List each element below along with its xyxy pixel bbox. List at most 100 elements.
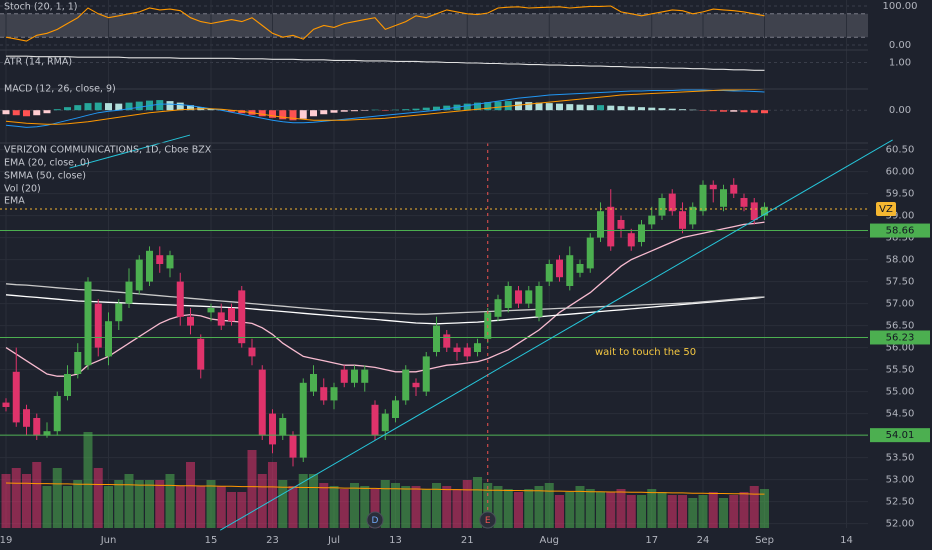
candle-body: [556, 259, 563, 278]
histogram-bar: [299, 110, 307, 119]
volume-bar: [339, 489, 349, 528]
candle-body: [84, 281, 92, 366]
histogram-bar: [135, 101, 143, 111]
y-tick-label: 60.50: [886, 145, 915, 156]
x-tick-label: 21: [461, 535, 474, 546]
y-tick-label: 60.00: [886, 167, 915, 178]
volume-bar: [606, 492, 616, 528]
histogram-bar: [586, 105, 594, 111]
histogram-bar: [228, 110, 235, 112]
candle-body: [494, 299, 502, 317]
event-label: E: [485, 516, 491, 526]
candle-body: [156, 255, 164, 264]
volume-bar: [534, 486, 544, 528]
price-label: 58.66: [886, 226, 915, 237]
candle-body: [135, 259, 143, 291]
x-tick-label: 14: [840, 535, 853, 546]
volume-bar: [52, 468, 62, 528]
volume-bar: [637, 495, 646, 528]
candle-body: [2, 402, 10, 407]
histogram-bar: [597, 105, 604, 111]
x-tick-label: 13: [389, 535, 402, 546]
volume-bar: [309, 474, 318, 528]
price-label-box: [870, 428, 930, 443]
macd-line: [5, 89, 765, 128]
candle-body: [720, 189, 727, 207]
histogram-bar: [64, 107, 71, 111]
macd-line: [5, 88, 765, 125]
histogram-bar: [474, 102, 481, 111]
histogram-bar: [689, 109, 697, 111]
grid: [0, 0, 868, 528]
histogram-bar: [392, 109, 399, 111]
candle-body: [12, 371, 20, 423]
histogram-bar: [74, 105, 82, 111]
volume-bar: [350, 483, 359, 528]
stoch-title: Stoch (20, 1, 1): [4, 2, 78, 13]
x-tick-label: 15: [205, 535, 218, 546]
x-tick-label: 19: [0, 535, 12, 546]
histogram-bar: [494, 101, 502, 111]
volume-ma-line: [5, 482, 765, 495]
histogram-bar: [115, 103, 123, 111]
histogram-bar: [668, 108, 676, 111]
candle-body: [187, 316, 194, 326]
y-tick-label: 52.00: [886, 519, 915, 530]
volume-bar: [596, 492, 605, 528]
volume-bar: [42, 486, 52, 528]
legend-entry: EMA: [4, 196, 25, 207]
y-tick-label: 59.00: [886, 211, 915, 222]
candle-body: [648, 215, 656, 225]
candle-body: [125, 281, 133, 304]
volume-bar: [175, 486, 185, 528]
histogram-bar: [545, 103, 553, 111]
candle-body: [228, 308, 235, 322]
volume-bar: [729, 495, 739, 528]
volume-bar: [63, 486, 72, 528]
histogram-bar: [504, 101, 512, 111]
histogram-bar: [105, 103, 112, 111]
candle-body: [53, 396, 61, 432]
volume-bar: [257, 474, 267, 528]
candle-body: [207, 308, 215, 313]
histogram-bar: [269, 110, 276, 118]
histogram-bar: [166, 101, 174, 111]
volume-bar: [698, 495, 708, 528]
candle-body: [310, 374, 317, 392]
volume-bar: [22, 474, 31, 528]
volume-bar: [319, 483, 329, 528]
candle-body: [638, 224, 645, 242]
histogram-bar: [340, 110, 348, 112]
macd-title: MACD (12, 26, close, 9): [4, 84, 116, 95]
y-tick-label: 56.00: [886, 343, 915, 354]
volume-bar: [483, 483, 493, 528]
histogram-bar: [525, 102, 533, 111]
legend-entry: EMA (20, close, 0): [4, 158, 90, 169]
histogram-bar: [515, 101, 522, 111]
volume-bar: [626, 495, 636, 528]
candle-body: [668, 193, 676, 212]
candle-body: [74, 352, 82, 374]
volume-bar: [688, 498, 698, 528]
y-tick-label: 52.50: [886, 497, 915, 508]
histogram-bar: [207, 108, 215, 111]
histogram-bar: [33, 110, 41, 116]
histogram-bar: [648, 107, 656, 111]
histogram-bar: [23, 110, 30, 117]
candle-body: [238, 290, 246, 344]
indicator-line: [6, 55, 765, 71]
volume-bar: [678, 495, 687, 528]
histogram-bar: [617, 106, 625, 111]
volume-bar: [1, 474, 11, 528]
trendline: [69, 134, 191, 169]
candle-body: [289, 435, 297, 458]
candle-body: [658, 198, 666, 216]
legend-entry: Vol (20): [4, 184, 41, 195]
y-tick-label: 53.50: [886, 453, 915, 464]
indicator-line: [5, 5, 765, 42]
volume-bar: [237, 492, 247, 528]
event-label: D: [372, 516, 379, 526]
candle-body: [515, 290, 522, 304]
volume-bar: [380, 480, 390, 528]
